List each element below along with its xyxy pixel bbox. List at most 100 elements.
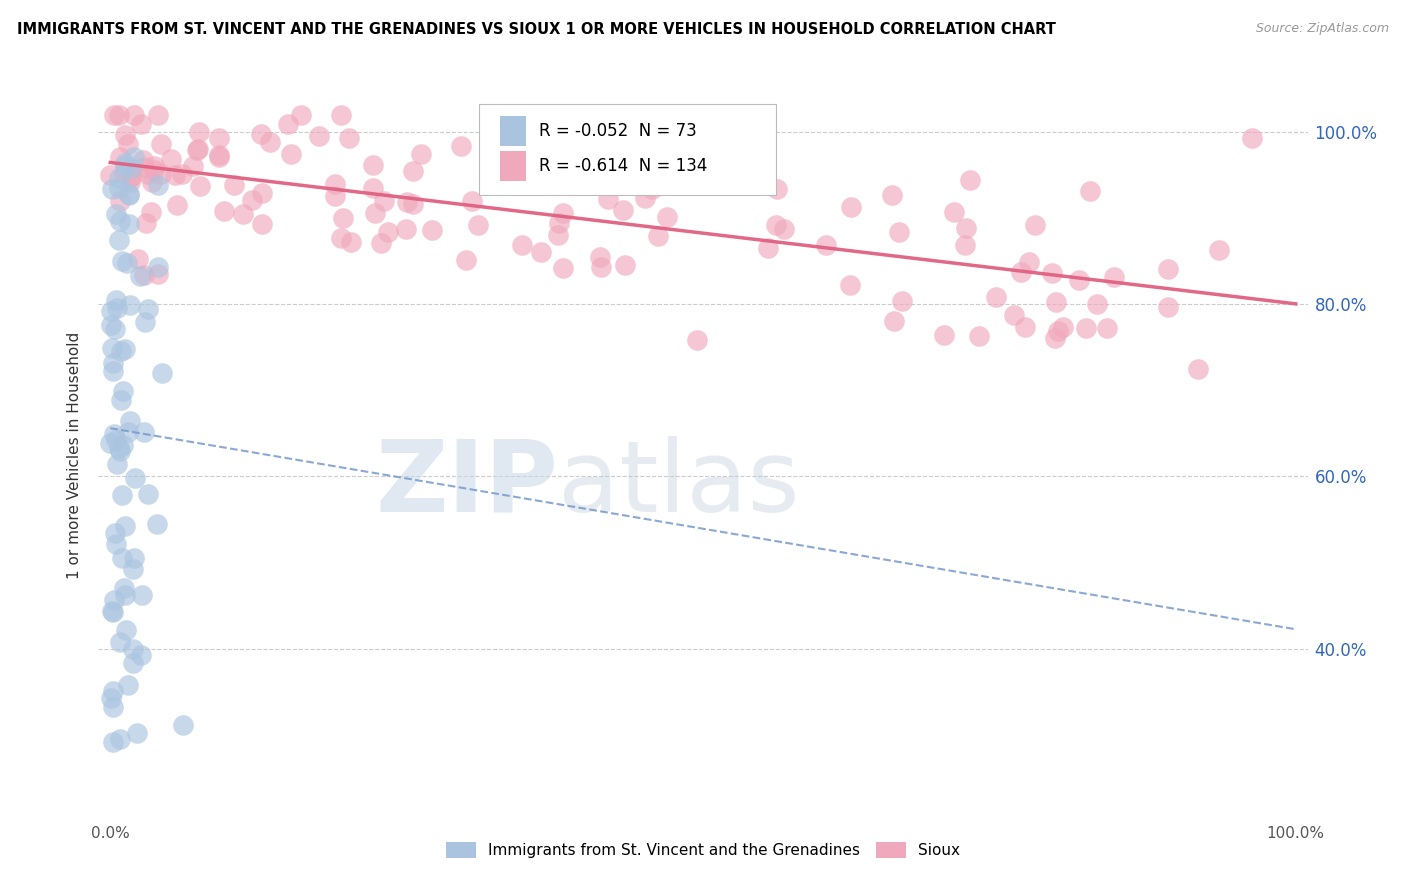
Point	[132, 153, 155, 168]
Text: R = -0.614  N = 134: R = -0.614 N = 134	[538, 157, 707, 175]
Point	[120, 161, 142, 176]
Point	[1002, 309, 1025, 323]
Point	[112, 581, 135, 595]
Point	[1052, 319, 1074, 334]
Point	[103, 426, 125, 441]
Point	[108, 170, 131, 185]
Point	[101, 356, 124, 370]
Point	[105, 301, 128, 315]
Point	[131, 648, 153, 662]
Point	[122, 657, 145, 671]
Point	[111, 551, 134, 566]
Point	[108, 442, 131, 456]
Point	[104, 525, 127, 540]
Point	[135, 216, 157, 230]
Point	[208, 148, 231, 162]
Point	[340, 235, 363, 250]
Point	[136, 168, 159, 182]
Point	[101, 604, 124, 618]
Point	[146, 178, 169, 192]
Point	[890, 293, 912, 308]
Point	[208, 150, 231, 164]
Point	[395, 222, 418, 236]
Point	[100, 318, 122, 332]
Point	[114, 588, 136, 602]
Point	[122, 642, 145, 657]
Point	[773, 221, 796, 235]
Point	[208, 130, 231, 145]
Point	[395, 194, 418, 209]
Point	[108, 194, 131, 209]
Point	[1157, 262, 1180, 277]
Point	[117, 217, 139, 231]
Point	[589, 260, 612, 274]
Point	[955, 221, 977, 235]
Point	[170, 167, 193, 181]
Point	[101, 700, 124, 714]
Point	[363, 181, 385, 195]
Point	[150, 366, 173, 380]
Point	[1047, 324, 1070, 338]
Point	[765, 219, 787, 233]
Point	[129, 117, 152, 131]
Point	[121, 169, 143, 183]
Point	[461, 194, 484, 209]
Point	[188, 125, 211, 139]
Point	[117, 425, 139, 439]
Point	[364, 206, 387, 220]
Point	[955, 238, 977, 252]
Point	[1045, 331, 1067, 345]
Point	[838, 278, 860, 293]
Point	[363, 158, 385, 172]
Point	[450, 138, 472, 153]
Point	[127, 252, 149, 267]
Point	[181, 159, 204, 173]
Point	[1078, 184, 1101, 198]
Point	[128, 268, 150, 283]
Point	[756, 242, 779, 256]
Point	[107, 233, 129, 247]
Point	[136, 487, 159, 501]
Point	[132, 161, 155, 175]
Point	[1014, 320, 1036, 334]
Point	[118, 414, 141, 428]
Point	[112, 166, 135, 180]
Point	[132, 425, 155, 440]
Point	[148, 108, 170, 122]
Point	[166, 198, 188, 212]
Point	[186, 143, 208, 157]
Point	[139, 205, 162, 219]
Point	[984, 290, 1007, 304]
Point	[467, 218, 489, 232]
Point	[108, 635, 131, 649]
Point	[114, 519, 136, 533]
Point	[163, 168, 186, 182]
Point	[101, 605, 124, 619]
Point	[103, 593, 125, 607]
Point	[612, 202, 634, 217]
Point	[402, 164, 425, 178]
Point	[142, 163, 165, 178]
Text: ZIP: ZIP	[375, 435, 558, 533]
Point	[100, 435, 122, 450]
Point	[112, 384, 135, 399]
Text: Source: ZipAtlas.com: Source: ZipAtlas.com	[1256, 22, 1389, 36]
Point	[118, 170, 141, 185]
Point	[967, 329, 990, 343]
Point	[101, 684, 124, 698]
Point	[242, 193, 264, 207]
Point	[1018, 254, 1040, 268]
Point	[98, 169, 121, 183]
Point	[548, 216, 571, 230]
Point	[510, 238, 533, 252]
Point	[551, 260, 574, 275]
Point	[1085, 296, 1108, 310]
Point	[596, 192, 619, 206]
Point	[1024, 218, 1046, 232]
Point	[934, 328, 956, 343]
Bar	[501, 152, 526, 180]
Point	[103, 322, 125, 336]
Point	[959, 173, 981, 187]
Point	[337, 131, 360, 145]
Point	[330, 108, 353, 122]
